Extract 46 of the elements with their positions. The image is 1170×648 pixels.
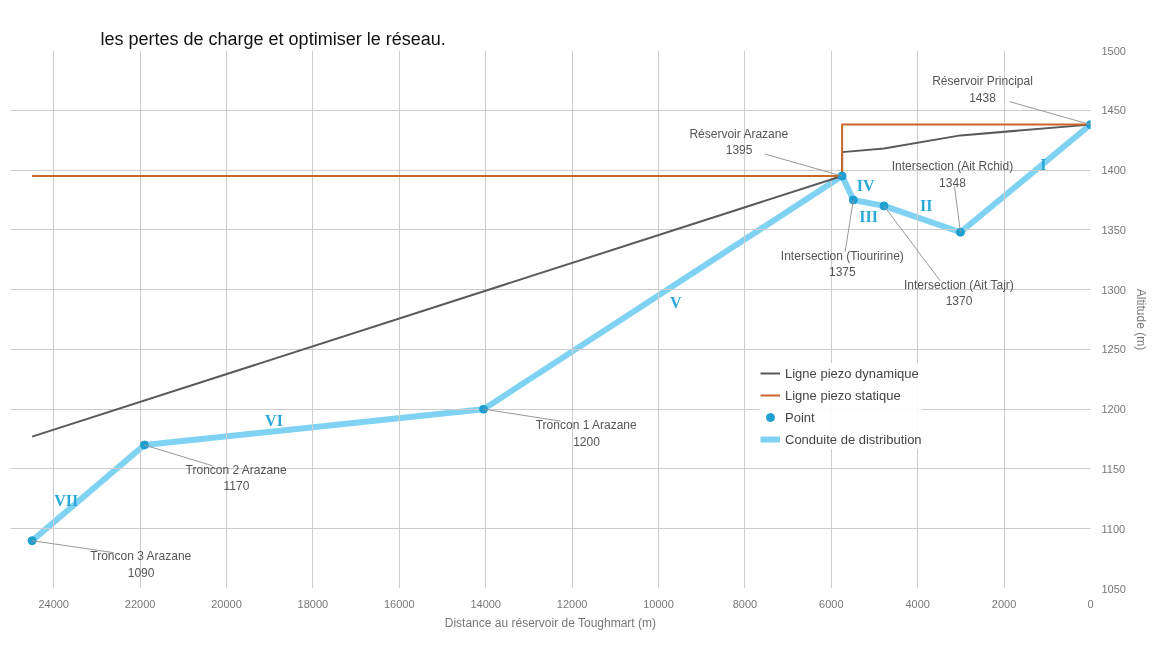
x-tick-label: 10000 [643, 597, 674, 610]
annotation: Intersection (Tiouririne) 1375 [780, 248, 904, 280]
x-tick-label: 20000 [211, 597, 242, 610]
annotation: Réservoir Arazane 1395 [689, 126, 789, 158]
x-tick-label: 2000 [991, 597, 1017, 610]
annotation: Intersection (Ait Rchid) 1348 [891, 158, 1014, 190]
annotation: III [859, 208, 879, 226]
y-tick-label: 1450 [1101, 104, 1126, 117]
y-tick-label: 1200 [1101, 403, 1126, 416]
annotation: Troncon 2 Arazane 1170 [185, 462, 287, 494]
x-tick-label: 16000 [384, 597, 415, 610]
annotation: II [920, 196, 933, 214]
point [139, 440, 149, 450]
legend-label: Ligne piezo dynamique [785, 365, 919, 381]
legend-label: Ligne piezo statique [785, 387, 901, 403]
annotation: VI [265, 411, 283, 429]
legend-label: Conduite de distribution [785, 431, 922, 447]
x-tick-label: 14000 [470, 597, 501, 610]
x-tick-label: 22000 [124, 597, 156, 610]
y-tick-label: 1150 [1101, 462, 1126, 475]
y-tick-label: 1250 [1101, 343, 1126, 356]
annotation: Intersection (Ait Tajr) 1370 [903, 277, 1014, 309]
y-tick-label: 1350 [1101, 223, 1126, 236]
annotation: IV [856, 177, 876, 195]
x-tick-label: 0 [1087, 597, 1094, 610]
x-tick-label: 8000 [732, 597, 758, 610]
x-tick-label: 6000 [819, 597, 844, 610]
x-tick-label: 12000 [556, 597, 588, 610]
text: les pertes de charge et optimiser le réseau. [100, 28, 446, 49]
y-tick-label: 1400 [1101, 164, 1126, 177]
x-tick-label: 24000 [38, 597, 69, 610]
x-tick-label: 18000 [297, 597, 329, 610]
y-tick-label: 1300 [1101, 283, 1126, 296]
y-tick-label: 1100 [1101, 522, 1126, 535]
annotation: Troncon 3 Arazane 1090 [90, 549, 192, 581]
x-axis-title: Distance au réservoir de Toughmart (m) [444, 615, 656, 630]
annotation: Réservoir Principal 1438 [932, 74, 1033, 106]
legend-label: Point [785, 409, 815, 425]
x-tick-label: 4000 [905, 597, 930, 610]
y-axis-title: Altitude (m) [1133, 288, 1148, 351]
annotation: VII [54, 492, 79, 510]
annotation: I [1040, 155, 1047, 173]
y-tick-label: 1050 [1101, 582, 1126, 595]
annotation: V [670, 294, 683, 312]
annotation: Troncon 1 Arazane 1200 [535, 417, 638, 449]
y-tick-label: 1500 [1101, 44, 1126, 57]
